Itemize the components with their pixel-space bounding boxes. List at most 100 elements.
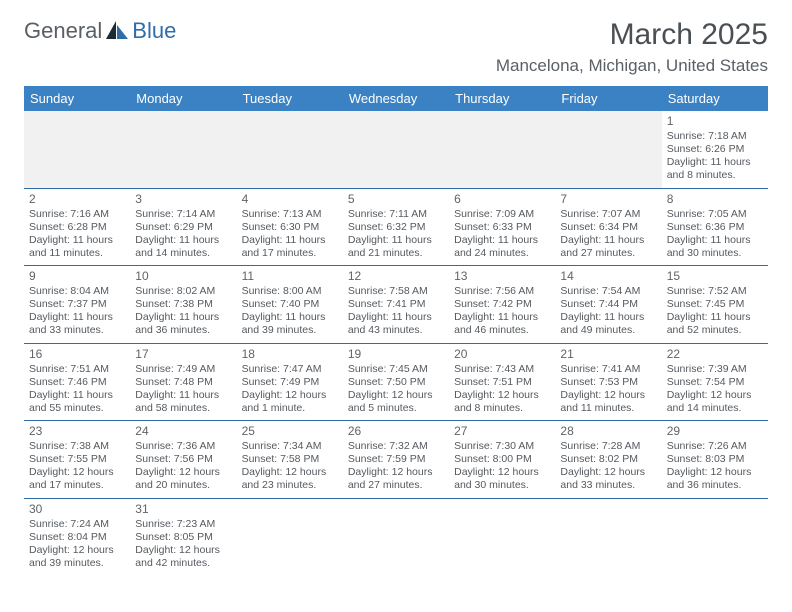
day-number: 3 (135, 192, 231, 207)
daylight-text: Daylight: 12 hours and 36 minutes. (667, 466, 763, 492)
calendar-day-cell: 9Sunrise: 8:04 AMSunset: 7:37 PMDaylight… (24, 266, 130, 344)
calendar-day-cell: 30Sunrise: 7:24 AMSunset: 8:04 PMDayligh… (24, 498, 130, 575)
daylight-text: Daylight: 11 hours and 11 minutes. (29, 234, 125, 260)
calendar-day-cell: 8Sunrise: 7:05 AMSunset: 6:36 PMDaylight… (662, 188, 768, 266)
day-header: Thursday (449, 86, 555, 111)
sunset-text: Sunset: 7:48 PM (135, 376, 231, 389)
sunrise-text: Sunrise: 7:38 AM (29, 440, 125, 453)
daylight-text: Daylight: 11 hours and 46 minutes. (454, 311, 550, 337)
daylight-text: Daylight: 11 hours and 49 minutes. (560, 311, 656, 337)
calendar-day-cell: 3Sunrise: 7:14 AMSunset: 6:29 PMDaylight… (130, 188, 236, 266)
daylight-text: Daylight: 11 hours and 52 minutes. (667, 311, 763, 337)
day-number: 8 (667, 192, 763, 207)
calendar-day-cell: 28Sunrise: 7:28 AMSunset: 8:02 PMDayligh… (555, 421, 661, 499)
calendar-day-cell: 18Sunrise: 7:47 AMSunset: 7:49 PMDayligh… (237, 343, 343, 421)
day-number: 19 (348, 347, 444, 362)
sunrise-text: Sunrise: 7:58 AM (348, 285, 444, 298)
sunrise-text: Sunrise: 7:30 AM (454, 440, 550, 453)
sunrise-text: Sunrise: 7:23 AM (135, 518, 231, 531)
calendar-day-cell (449, 498, 555, 575)
sunrise-text: Sunrise: 7:54 AM (560, 285, 656, 298)
calendar-day-cell (130, 111, 236, 188)
daylight-text: Daylight: 12 hours and 14 minutes. (667, 389, 763, 415)
sunrise-text: Sunrise: 7:18 AM (667, 130, 763, 143)
daylight-text: Daylight: 11 hours and 21 minutes. (348, 234, 444, 260)
calendar-day-cell: 25Sunrise: 7:34 AMSunset: 7:58 PMDayligh… (237, 421, 343, 499)
sunset-text: Sunset: 7:40 PM (242, 298, 338, 311)
daylight-text: Daylight: 12 hours and 8 minutes. (454, 389, 550, 415)
day-number: 14 (560, 269, 656, 284)
calendar-week: 16Sunrise: 7:51 AMSunset: 7:46 PMDayligh… (24, 343, 768, 421)
sunset-text: Sunset: 6:34 PM (560, 221, 656, 234)
sunset-text: Sunset: 6:32 PM (348, 221, 444, 234)
calendar-day-cell (24, 111, 130, 188)
calendar-week: 2Sunrise: 7:16 AMSunset: 6:28 PMDaylight… (24, 188, 768, 266)
calendar-day-cell: 5Sunrise: 7:11 AMSunset: 6:32 PMDaylight… (343, 188, 449, 266)
day-number: 25 (242, 424, 338, 439)
daylight-text: Daylight: 11 hours and 30 minutes. (667, 234, 763, 260)
daylight-text: Daylight: 12 hours and 17 minutes. (29, 466, 125, 492)
day-number: 17 (135, 347, 231, 362)
sunrise-text: Sunrise: 7:11 AM (348, 208, 444, 221)
sunset-text: Sunset: 7:56 PM (135, 453, 231, 466)
day-number: 31 (135, 502, 231, 517)
calendar-day-cell: 11Sunrise: 8:00 AMSunset: 7:40 PMDayligh… (237, 266, 343, 344)
day-number: 6 (454, 192, 550, 207)
calendar-day-cell: 12Sunrise: 7:58 AMSunset: 7:41 PMDayligh… (343, 266, 449, 344)
sunset-text: Sunset: 7:41 PM (348, 298, 444, 311)
calendar-day-cell: 21Sunrise: 7:41 AMSunset: 7:53 PMDayligh… (555, 343, 661, 421)
daylight-text: Daylight: 12 hours and 33 minutes. (560, 466, 656, 492)
day-header: Monday (130, 86, 236, 111)
calendar-day-cell: 14Sunrise: 7:54 AMSunset: 7:44 PMDayligh… (555, 266, 661, 344)
day-number: 29 (667, 424, 763, 439)
day-number: 21 (560, 347, 656, 362)
sunrise-text: Sunrise: 7:47 AM (242, 363, 338, 376)
sunrise-text: Sunrise: 7:26 AM (667, 440, 763, 453)
day-number: 13 (454, 269, 550, 284)
calendar-day-cell (343, 498, 449, 575)
calendar-day-cell (343, 111, 449, 188)
sunset-text: Sunset: 7:51 PM (454, 376, 550, 389)
sunrise-text: Sunrise: 7:43 AM (454, 363, 550, 376)
location-label: Mancelona, Michigan, United States (496, 56, 768, 76)
sunset-text: Sunset: 7:45 PM (667, 298, 763, 311)
calendar-day-cell: 6Sunrise: 7:09 AMSunset: 6:33 PMDaylight… (449, 188, 555, 266)
calendar-day-cell: 20Sunrise: 7:43 AMSunset: 7:51 PMDayligh… (449, 343, 555, 421)
sunset-text: Sunset: 7:49 PM (242, 376, 338, 389)
brand-blue: Blue (132, 18, 176, 44)
daylight-text: Daylight: 12 hours and 30 minutes. (454, 466, 550, 492)
day-number: 1 (667, 114, 763, 129)
day-number: 7 (560, 192, 656, 207)
sunset-text: Sunset: 8:00 PM (454, 453, 550, 466)
day-header: Saturday (662, 86, 768, 111)
calendar-day-cell (555, 498, 661, 575)
daylight-text: Daylight: 11 hours and 39 minutes. (242, 311, 338, 337)
calendar-day-cell: 1Sunrise: 7:18 AMSunset: 6:26 PMDaylight… (662, 111, 768, 188)
sunset-text: Sunset: 7:50 PM (348, 376, 444, 389)
sunrise-text: Sunrise: 8:00 AM (242, 285, 338, 298)
calendar-day-cell (662, 498, 768, 575)
day-header: Friday (555, 86, 661, 111)
sunset-text: Sunset: 7:58 PM (242, 453, 338, 466)
sunrise-text: Sunrise: 7:36 AM (135, 440, 231, 453)
calendar-day-cell: 7Sunrise: 7:07 AMSunset: 6:34 PMDaylight… (555, 188, 661, 266)
daylight-text: Daylight: 11 hours and 17 minutes. (242, 234, 338, 260)
sunset-text: Sunset: 6:29 PM (135, 221, 231, 234)
calendar-day-cell: 31Sunrise: 7:23 AMSunset: 8:05 PMDayligh… (130, 498, 236, 575)
sunset-text: Sunset: 7:37 PM (29, 298, 125, 311)
calendar-week: 9Sunrise: 8:04 AMSunset: 7:37 PMDaylight… (24, 266, 768, 344)
sunrise-text: Sunrise: 7:56 AM (454, 285, 550, 298)
daylight-text: Daylight: 12 hours and 27 minutes. (348, 466, 444, 492)
sunset-text: Sunset: 8:05 PM (135, 531, 231, 544)
day-header: Tuesday (237, 86, 343, 111)
calendar-day-cell: 4Sunrise: 7:13 AMSunset: 6:30 PMDaylight… (237, 188, 343, 266)
day-number: 16 (29, 347, 125, 362)
calendar-day-cell: 24Sunrise: 7:36 AMSunset: 7:56 PMDayligh… (130, 421, 236, 499)
calendar-week: 30Sunrise: 7:24 AMSunset: 8:04 PMDayligh… (24, 498, 768, 575)
brand-logo: General Blue (24, 18, 176, 44)
calendar-table: SundayMondayTuesdayWednesdayThursdayFrid… (24, 86, 768, 575)
daylight-text: Daylight: 12 hours and 11 minutes. (560, 389, 656, 415)
daylight-text: Daylight: 11 hours and 14 minutes. (135, 234, 231, 260)
day-number: 27 (454, 424, 550, 439)
daylight-text: Daylight: 11 hours and 58 minutes. (135, 389, 231, 415)
